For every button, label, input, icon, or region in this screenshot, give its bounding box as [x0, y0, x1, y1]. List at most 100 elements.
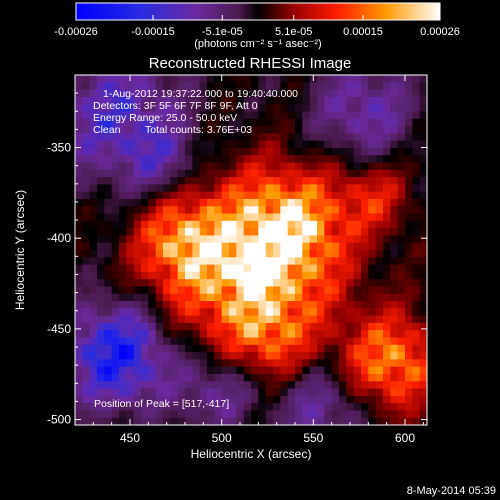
heatmap-cell — [192, 403, 201, 411]
heatmap-cell — [148, 75, 157, 83]
heatmap-cell — [126, 96, 135, 105]
heatmap-cell — [324, 206, 333, 214]
heatmap-cell — [133, 235, 142, 244]
heatmap-cell — [346, 206, 355, 214]
heatmap-cell — [375, 220, 384, 229]
heatmap-cell — [383, 279, 391, 287]
heatmap-cell — [97, 213, 105, 222]
heatmap-cell — [141, 381, 149, 389]
heatmap-cell — [368, 228, 377, 236]
heatmap-cell — [243, 395, 252, 404]
heatmap-cell — [170, 220, 179, 229]
heatmap-cell — [265, 395, 274, 404]
heatmap-cell — [155, 403, 164, 411]
heatmap-cell — [368, 410, 377, 419]
heatmap-cell — [133, 206, 142, 214]
heatmap-cell — [155, 381, 164, 389]
heatmap-cell — [163, 242, 171, 251]
heatmap-cell — [155, 301, 164, 309]
heatmap-cell — [192, 410, 201, 419]
heatmap-cell — [258, 344, 267, 353]
heatmap-cell — [353, 257, 362, 265]
heatmap-cell — [214, 373, 223, 382]
heatmap-cell — [317, 388, 325, 397]
heatmap-cell — [405, 410, 413, 419]
heatmap-cell — [229, 308, 237, 317]
heatmap-cell — [163, 359, 171, 368]
heatmap-cell — [265, 147, 274, 156]
heatmap-cell — [236, 366, 245, 375]
heatmap-cell — [258, 352, 267, 360]
heatmap-cell — [258, 126, 267, 134]
heatmap-cell — [287, 235, 296, 244]
heatmap-cell — [214, 322, 223, 331]
heatmap-cell — [339, 169, 347, 178]
heatmap-cell — [192, 82, 201, 90]
heatmap-cell — [309, 111, 318, 120]
heatmap-cell — [361, 410, 369, 419]
heatmap-cell — [141, 169, 149, 178]
heatmap-cell — [346, 308, 355, 317]
heatmap-cell — [229, 417, 237, 426]
heatmap-cell — [141, 147, 149, 156]
heatmap-cell — [221, 147, 230, 156]
heatmap-cell — [383, 257, 391, 265]
heatmap-cell — [243, 126, 252, 134]
heatmap-cell — [295, 301, 303, 309]
heatmap-cell — [185, 388, 193, 397]
heatmap-cell — [339, 403, 347, 411]
heatmap-cell — [185, 133, 193, 142]
heatmap-cell — [82, 352, 91, 360]
heatmap-cell — [75, 286, 83, 295]
heatmap-cell — [119, 206, 127, 214]
heatmap-cell — [75, 322, 83, 331]
heatmap-cell — [251, 96, 259, 105]
heatmap-cell — [265, 169, 274, 178]
heatmap-cell — [361, 330, 369, 338]
heatmap-cell — [199, 235, 208, 244]
heatmap-cell — [280, 198, 289, 207]
heatmap-cell — [309, 381, 318, 389]
heatmap-cell — [383, 140, 391, 149]
heatmap-cell — [243, 337, 252, 346]
heatmap-cell — [265, 220, 274, 229]
heatmap-cell — [390, 169, 399, 178]
heatmap-cell — [111, 417, 120, 426]
heatmap-cell — [104, 191, 113, 200]
heatmap-cell — [236, 82, 245, 90]
heatmap-cell — [236, 169, 245, 178]
heatmap-cell — [331, 330, 340, 338]
heatmap-cell — [141, 96, 149, 105]
heatmap-cell — [89, 198, 98, 207]
heatmap-cell — [383, 82, 391, 90]
heatmap-cell — [368, 330, 377, 338]
heatmap-cell — [280, 206, 289, 214]
heatmap-cell — [82, 308, 91, 317]
heatmap-cell — [317, 279, 325, 287]
heatmap-cell — [419, 250, 428, 258]
heatmap-cell — [126, 373, 135, 382]
heatmap-cell — [185, 315, 193, 324]
heatmap-cell — [302, 82, 311, 90]
heatmap-cell — [419, 155, 428, 163]
heatmap-cell — [89, 359, 98, 368]
heatmap-cell — [177, 75, 186, 83]
heatmap-cell — [177, 308, 186, 317]
heatmap-cell — [324, 250, 333, 258]
heatmap-cell — [170, 184, 179, 193]
heatmap-cell — [280, 184, 289, 193]
heatmap-cell — [177, 410, 186, 419]
heatmap-cell — [280, 177, 289, 185]
heatmap-cell — [317, 359, 325, 368]
heatmap-cell — [302, 308, 311, 317]
heatmap-cell — [97, 330, 105, 338]
heatmap-cell — [287, 344, 296, 353]
heatmap-cell — [243, 118, 252, 127]
heatmap-cell — [185, 111, 193, 120]
heatmap-cell — [265, 352, 274, 360]
heatmap-cell — [207, 352, 215, 360]
heatmap-cell — [302, 395, 311, 404]
heatmap-cell — [133, 271, 142, 280]
heatmap-cell — [104, 337, 113, 346]
heatmap-cell — [82, 293, 91, 302]
